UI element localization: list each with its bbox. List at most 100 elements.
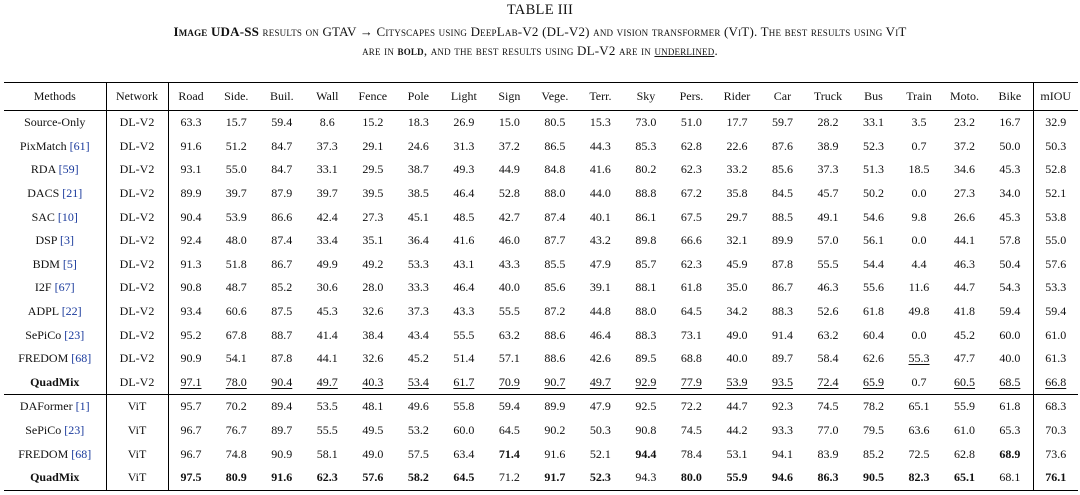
score-value: 38.4: [362, 327, 384, 342]
column-header: Wall: [316, 89, 339, 103]
score-cell: 9.8: [896, 205, 942, 229]
score-cell: 63.2: [487, 323, 533, 347]
miou-cell: 50.3: [1033, 135, 1078, 159]
score-value: 86.1: [635, 209, 657, 224]
method-name: BDM: [32, 256, 63, 271]
score-cell: 91.6: [259, 466, 305, 490]
score-cell: 41.6: [578, 158, 624, 182]
score-cell: 87.9: [259, 182, 305, 206]
score-value: 15.2: [362, 115, 384, 130]
score-value: 84.8: [544, 162, 566, 177]
score-value: 57.6: [1045, 256, 1067, 271]
score-cell: 92.5: [623, 395, 669, 419]
score-value: 87.8: [771, 256, 793, 271]
citation-link[interactable]: [22]: [61, 304, 82, 319]
score-cell: 84.7: [259, 135, 305, 159]
score-value: 64.5: [680, 304, 702, 319]
score-value: 49.7: [316, 374, 338, 389]
score-value: 92.3: [771, 399, 793, 414]
citation-link[interactable]: [21]: [62, 186, 83, 201]
table-row: PixMatch [61] DL-V2 91.6 51.2 84.7 37.3 29.1 24…: [4, 134, 1078, 159]
score-value: 55.5: [817, 256, 839, 271]
caption-underlined-word: underlined: [654, 43, 715, 58]
score-cell: 85.2: [851, 442, 897, 466]
score-cell: 88.0: [532, 182, 578, 206]
score-value: 86.5: [544, 138, 566, 153]
score-cell: 53.9: [214, 205, 260, 229]
score-cell: 61.8: [851, 300, 897, 324]
score-value: 26.6: [954, 209, 976, 224]
score-value: 71.4: [498, 446, 520, 461]
score-value: 49.8: [908, 304, 930, 319]
method-name: QuadMix: [30, 374, 80, 389]
score-cell: 57.0: [805, 229, 851, 253]
score-cell: 42.7: [487, 205, 533, 229]
citation-link[interactable]: [68]: [71, 446, 92, 461]
score-value: 43.1: [453, 256, 475, 271]
score-value: 89.9: [180, 186, 202, 201]
score-value: 59.4: [498, 399, 520, 414]
score-value: 62.3: [316, 470, 338, 485]
score-value: 85.6: [544, 280, 566, 295]
score-cell: 55.9: [942, 395, 988, 419]
score-cell: 53.9: [714, 371, 760, 395]
score-cell: 59.7: [760, 111, 806, 135]
score-value: 27.3: [954, 186, 976, 201]
citation-link[interactable]: [5]: [62, 256, 77, 271]
score-cell: 85.2: [259, 276, 305, 300]
score-cell: 93.4: [168, 300, 214, 324]
score-cell: 88.3: [623, 323, 669, 347]
score-cell: 67.8: [214, 323, 260, 347]
score-value: 90.2: [544, 423, 566, 438]
score-cell: 46.4: [441, 182, 487, 206]
score-cell: 34.2: [714, 300, 760, 324]
method-name: FREDOM: [18, 351, 72, 366]
method-cell: SAC [10]: [4, 205, 107, 229]
score-cell: 26.9: [441, 111, 487, 135]
citation-link[interactable]: [67]: [54, 280, 75, 295]
score-cell: 49.6: [396, 395, 442, 419]
score-value: 52.3: [862, 138, 884, 153]
score-cell: 41.6: [441, 229, 487, 253]
score-value: 46.0: [498, 233, 520, 248]
score-cell: 56.1: [851, 229, 897, 253]
score-value: 90.8: [635, 423, 657, 438]
network-cell: DL-V2: [106, 299, 169, 324]
score-cell: 87.7: [532, 229, 578, 253]
citation-link[interactable]: [59]: [58, 162, 79, 177]
score-cell: 22.6: [714, 135, 760, 159]
citation-link[interactable]: [23]: [64, 423, 85, 438]
score-value: 73.6: [1045, 446, 1067, 461]
score-cell: 50.4: [987, 252, 1034, 277]
score-value: 47.9: [589, 399, 611, 414]
citation-link[interactable]: [68]: [71, 351, 92, 366]
score-cell: 42.6: [578, 347, 624, 371]
score-value: 23.2: [954, 115, 976, 130]
score-value: 0.7: [911, 374, 927, 389]
citation-link[interactable]: [3]: [60, 233, 75, 248]
score-cell: 91.6: [532, 442, 578, 466]
citation-link[interactable]: [61]: [69, 138, 90, 153]
score-cell: 40.3: [350, 371, 396, 395]
method-name: QuadMix: [30, 470, 80, 485]
score-value: 91.3: [180, 256, 202, 271]
score-value: 30.6: [316, 280, 338, 295]
score-value: 41.4: [316, 327, 338, 342]
score-cell: 88.7: [259, 323, 305, 347]
citation-link[interactable]: [10]: [57, 209, 78, 224]
citation-link[interactable]: [1]: [75, 399, 90, 414]
score-cell: 65.3: [987, 418, 1034, 443]
score-cell: 23.2: [942, 111, 988, 135]
score-cell: 46.4: [441, 276, 487, 300]
method-name: DACS: [27, 186, 63, 201]
score-value: 40.3: [362, 374, 384, 389]
network-cell: DL-V2: [106, 181, 169, 206]
score-value: 3.5: [911, 115, 927, 130]
score-cell: 91.6: [168, 135, 214, 159]
score-value: 93.5: [771, 374, 793, 389]
score-value: 90.8: [180, 280, 202, 295]
method-cell: FREDOM [68]: [4, 346, 107, 371]
score-value: 88.0: [544, 186, 566, 201]
score-value: 18.5: [908, 162, 930, 177]
citation-link[interactable]: [23]: [64, 327, 85, 342]
